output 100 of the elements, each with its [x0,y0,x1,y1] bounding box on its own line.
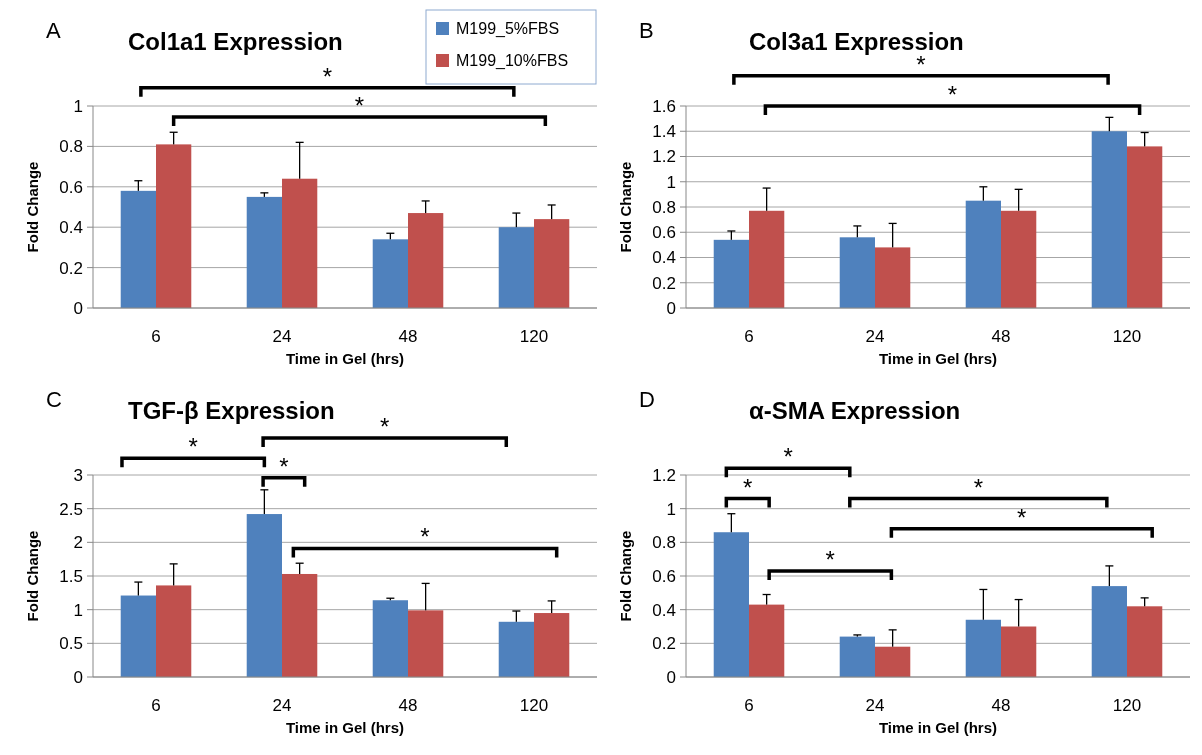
y-axis-title: Fold Change [617,161,634,253]
y-tick-label: 3 [73,465,83,485]
bar [498,621,534,677]
y-tick-label: 0.2 [59,258,83,278]
annotation: * [1017,503,1027,531]
bar [156,144,192,308]
text: * [783,443,793,471]
x-tick-label: 6 [744,696,754,715]
bar [408,213,444,308]
x-tick-label: 120 [1112,696,1142,715]
y-tick-label: 0.8 [652,533,676,553]
bar [120,190,156,308]
annotation: * [947,81,958,108]
y-axis-title: Fold Change [24,161,41,253]
bar [498,227,534,308]
y-tick-label: 0.4 [59,218,83,238]
y-tick-label: 0.6 [652,566,676,586]
y-axis-title: Fold Change [24,530,41,622]
bar [965,619,1001,677]
bar [875,247,911,308]
bar [875,646,911,677]
text: * [188,433,198,461]
bar [282,573,318,677]
y-tick-label: 0 [73,667,83,687]
bar [120,595,156,677]
bar [1091,131,1127,308]
bar [534,613,570,677]
y-tick-label: 1.6 [652,96,676,116]
x-tick-label: 6 [151,696,161,715]
text: * [380,412,390,440]
x-axis-title: Time in Gel (hrs) [285,350,405,367]
x-tick-label: 120 [519,327,549,346]
y-tick-label: 0 [73,298,83,318]
y-tick-label: 0 [666,298,676,318]
bar [713,532,749,677]
bar [1001,626,1037,677]
bar [965,200,1001,308]
annotation: * [354,92,365,120]
y-tick-label: 0.5 [59,634,83,654]
x-tick-label: 24 [865,696,885,715]
annotation: * [743,473,753,501]
bar [749,604,785,677]
annotation: * [279,452,289,480]
y-tick-label: 1.4 [652,122,676,142]
annotation: * [825,545,835,573]
bar [534,219,570,308]
y-tick-label: 1.2 [652,147,676,167]
bar [246,196,282,308]
text: * [322,62,333,90]
x-tick-label: 48 [991,327,1011,346]
bar [372,239,408,308]
bar [408,610,444,677]
x-tick-label: 24 [272,327,292,346]
x-tick-label: 120 [519,696,549,715]
text: D [639,387,655,412]
text: C [46,387,62,412]
x-tick-label: 48 [398,696,418,715]
y-tick-label: 1 [666,172,676,192]
annotation: * [420,523,430,551]
y-tick-label: 0.8 [652,197,676,217]
x-tick-label: 6 [151,327,161,346]
legend-label: M199_10%FBS [456,52,569,70]
y-tick-label: 0.2 [652,273,676,293]
y-tick-label: 2 [73,533,83,553]
x-tick-label: 6 [744,327,754,346]
y-tick-label: 0.4 [652,248,676,268]
bar [839,237,875,308]
y-tick-label: 0.8 [59,137,83,157]
bar [246,514,282,677]
y-tick-label: 0.2 [652,634,676,654]
chart-title: α-SMA Expression [749,397,961,424]
chart-title: Col1a1 Expression [128,28,343,55]
y-tick-label: 1 [666,499,676,519]
y-tick-label: 1 [73,600,83,620]
bar [1127,146,1163,308]
y-tick-label: 1 [73,96,83,116]
bar [282,178,318,308]
y-tick-label: 2.5 [59,499,83,519]
x-axis-title: Time in Gel (hrs) [878,350,998,367]
bar [1001,210,1037,308]
annotation: * [973,473,983,501]
legend-label: M199_5%FBS [456,20,560,38]
x-tick-label: 120 [1112,327,1142,346]
x-tick-label: 24 [865,327,885,346]
y-tick-label: 0 [666,667,676,687]
bar [1091,586,1127,677]
bar [749,210,785,308]
x-tick-label: 24 [272,696,292,715]
chart-title: TGF-β Expression [128,397,335,424]
x-tick-label: 48 [398,327,418,346]
x-axis-title: Time in Gel (hrs) [878,719,998,736]
text: A [46,18,61,43]
x-axis-title: Time in Gel (hrs) [285,719,405,736]
text: B [639,18,654,43]
y-tick-label: 0.4 [652,600,676,620]
y-axis-title: Fold Change [617,530,634,622]
bar [839,636,875,677]
y-tick-label: 0.6 [652,223,676,243]
y-tick-label: 1.2 [652,465,676,485]
y-tick-label: 0.6 [59,177,83,197]
